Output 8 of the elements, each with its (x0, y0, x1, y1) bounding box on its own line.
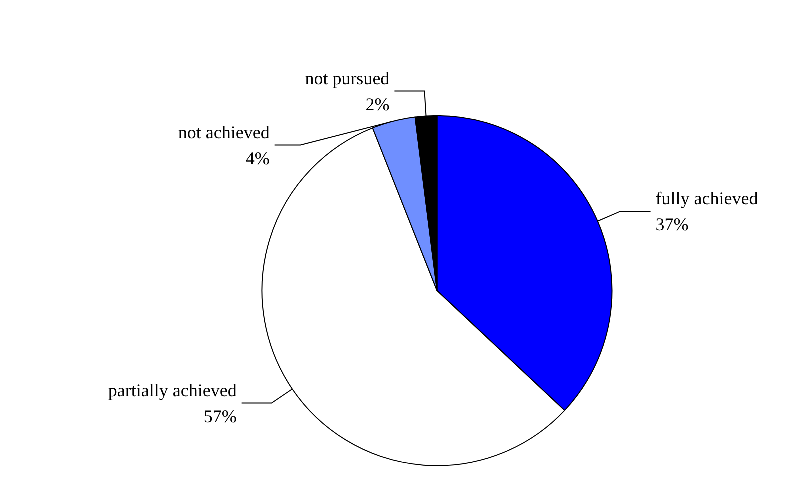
slice-label: not achieved (178, 122, 270, 142)
data-label: 4% (246, 148, 270, 168)
slice-label: not pursued (305, 68, 390, 88)
data-label: 2% (366, 94, 390, 114)
data-label: 37% (656, 214, 689, 234)
data-label: 57% (204, 406, 237, 426)
slice-label: fully achieved (656, 188, 758, 208)
slice-label: partially achieved (108, 380, 237, 400)
